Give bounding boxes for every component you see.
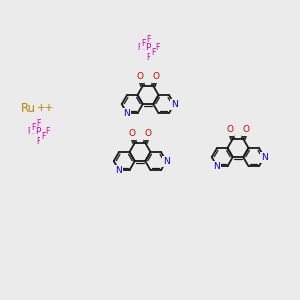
Text: F: F	[41, 132, 45, 141]
Text: F: F	[36, 136, 40, 146]
Text: F: F	[31, 122, 35, 131]
Text: F: F	[36, 118, 40, 127]
Text: O: O	[226, 125, 233, 134]
Text: F: F	[151, 48, 155, 57]
Text: N: N	[124, 109, 130, 118]
Text: Ru: Ru	[20, 101, 36, 115]
Text: N: N	[116, 166, 122, 175]
Text: F: F	[141, 38, 145, 47]
Text: F: F	[27, 128, 31, 136]
Text: F: F	[137, 44, 141, 52]
Text: O: O	[243, 125, 250, 134]
Text: P: P	[145, 44, 151, 52]
Text: F: F	[146, 34, 150, 43]
Text: P: P	[35, 128, 41, 136]
Text: ++: ++	[38, 103, 55, 113]
Text: N: N	[214, 162, 220, 171]
Text: F: F	[45, 128, 49, 136]
Text: O: O	[145, 130, 152, 139]
Text: N: N	[261, 153, 268, 162]
Text: O: O	[128, 130, 135, 139]
Text: F: F	[155, 44, 159, 52]
Text: N: N	[163, 157, 169, 166]
Text: F: F	[146, 52, 150, 62]
Text: O: O	[136, 73, 143, 82]
Text: O: O	[153, 73, 160, 82]
Text: N: N	[171, 100, 178, 109]
